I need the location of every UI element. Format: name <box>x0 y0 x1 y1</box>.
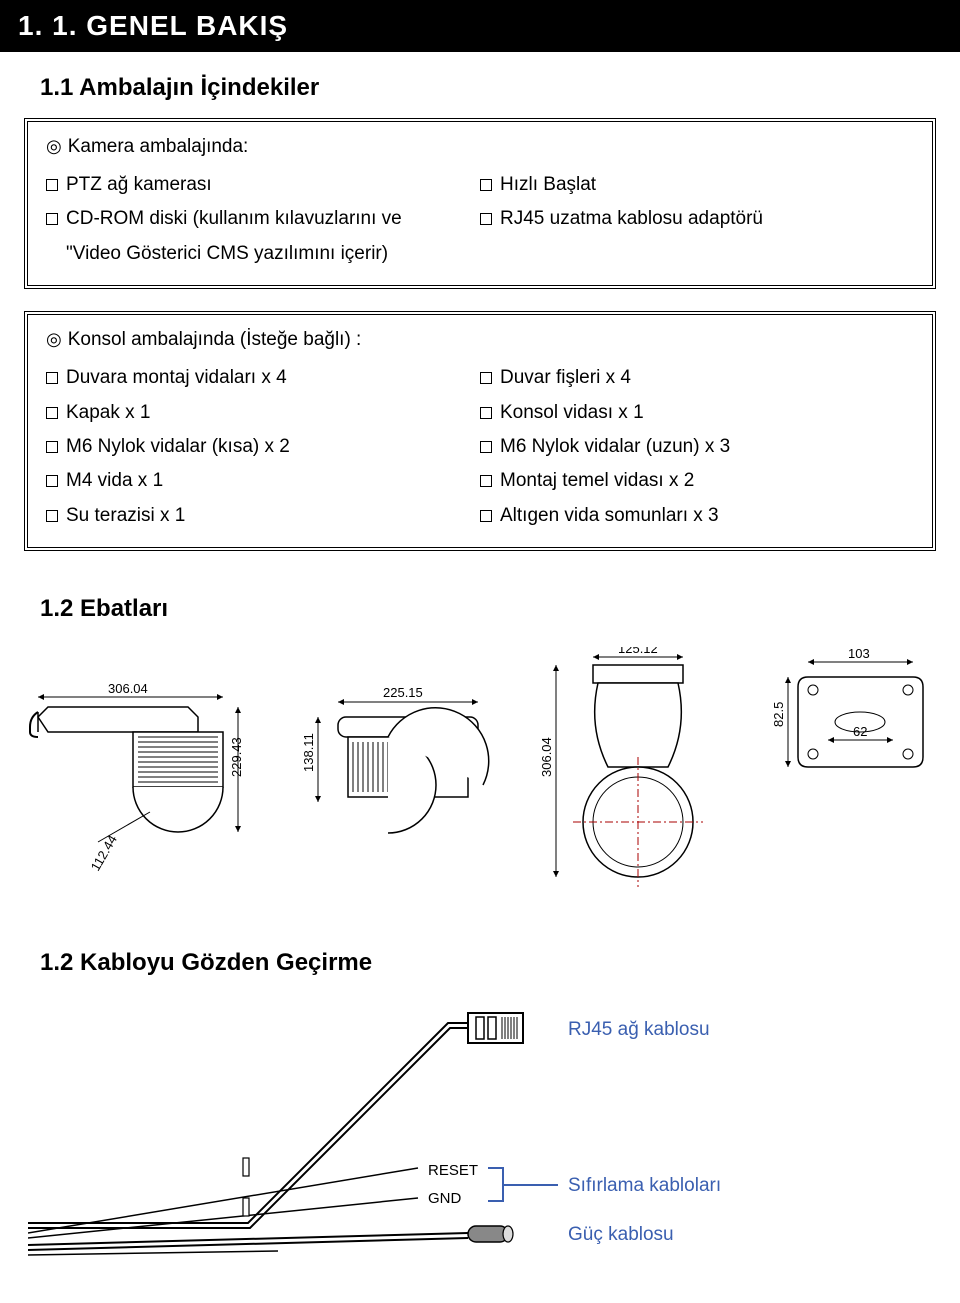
list-item: M4 vida x 1 <box>46 464 480 498</box>
console-package-box: ◎Konsol ambalajında (İsteğe bağlı) : Duv… <box>24 311 936 551</box>
rj45-label: RJ45 ağ kablosu <box>568 1019 710 1040</box>
svg-text:229.43: 229.43 <box>229 737 244 777</box>
svg-text:306.04: 306.04 <box>539 737 554 777</box>
svg-text:82.5: 82.5 <box>771 702 786 727</box>
header-title: 1. 1. GENEL BAKIŞ <box>18 10 288 41</box>
section-3-title: 1.2 Kabloyu Gözden Geçirme <box>0 927 960 993</box>
svg-text:306.04: 306.04 <box>108 681 148 696</box>
svg-text:103: 103 <box>848 647 870 661</box>
list-item: "Video Gösterici CMS yazılımını içerir) <box>46 237 480 271</box>
gnd-label: GND <box>428 1190 462 1207</box>
list-item: Montaj temel vidası x 2 <box>480 464 914 498</box>
box1-heading-text: Kamera ambalajında: <box>68 136 249 157</box>
list-item: M6 Nylok vidalar (kısa) x 2 <box>46 430 480 464</box>
list-item: Duvara montaj vidaları x 4 <box>46 361 480 395</box>
svg-text:125.12: 125.12 <box>618 647 658 656</box>
list-item: Hızlı Başlat <box>480 168 914 202</box>
list-item: Konsol vidası x 1 <box>480 396 914 430</box>
dimension-diagrams: 306.04 229.43 112.44 225.15 138.11 125.1… <box>0 639 960 927</box>
svg-text:112.44: 112.44 <box>88 833 120 874</box>
reset-label: RESET <box>428 1162 478 1179</box>
list-item: Altıgen vida somunları x 3 <box>480 499 914 533</box>
reset-cable-label: Sıfırlama kabloları <box>568 1175 721 1196</box>
dimensions-svg: 306.04 229.43 112.44 225.15 138.11 125.1… <box>28 647 932 917</box>
box1-right-col: Hızlı Başlat RJ45 uzatma kablosu adaptör… <box>480 168 914 271</box>
list-item: PTZ ağ kamerası <box>46 168 480 202</box>
list-item: RJ45 uzatma kablosu adaptörü <box>480 202 914 236</box>
cable-diagram: RJ45 ağ kablosu RESET GND Sıfırlama kabl… <box>0 993 960 1303</box>
svg-text:138.11: 138.11 <box>301 733 316 772</box>
camera-package-box: ◎Kamera ambalajında: PTZ ağ kamerası CD-… <box>24 118 936 289</box>
power-label: Güç kablosu <box>568 1224 674 1245</box>
box2-left-col: Duvara montaj vidaları x 4 Kapak x 1 M6 … <box>46 361 480 533</box>
box1-heading: ◎Kamera ambalajında: <box>46 136 914 158</box>
list-item: CD-ROM diski (kullanım kılavuzlarını ve <box>46 202 480 236</box>
section-2-title: 1.2 Ebatları <box>0 573 960 639</box>
box2-heading-text: Konsol ambalajında (İsteğe bağlı) : <box>68 329 362 350</box>
list-item: Su terazisi x 1 <box>46 499 480 533</box>
box2-right-col: Duvar fişleri x 4 Konsol vidası x 1 M6 N… <box>480 361 914 533</box>
section-1-title: 1.1 Ambalajın İçindekiler <box>0 52 960 118</box>
cable-svg: RJ45 ağ kablosu RESET GND Sıfırlama kabl… <box>28 1003 932 1263</box>
svg-text:225.15: 225.15 <box>383 685 423 700</box>
box1-left-col: PTZ ağ kamerası CD-ROM diski (kullanım k… <box>46 168 480 271</box>
list-item: Duvar fişleri x 4 <box>480 361 914 395</box>
list-item: Kapak x 1 <box>46 396 480 430</box>
page-header: 1. 1. GENEL BAKIŞ <box>0 0 960 52</box>
svg-text:62: 62 <box>853 724 867 739</box>
list-item: M6 Nylok vidalar (uzun) x 3 <box>480 430 914 464</box>
box2-heading: ◎Konsol ambalajında (İsteğe bağlı) : <box>46 329 914 351</box>
